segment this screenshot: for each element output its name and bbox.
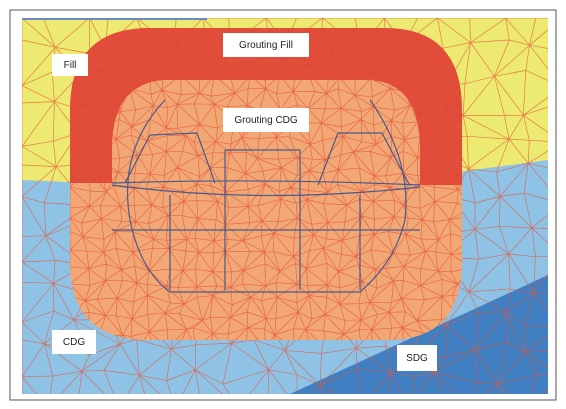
grouting-mesh [70,28,462,340]
grouting-fill-zone [70,28,462,185]
top-edge-strip [22,18,207,20]
label-grouting-fill: Grouting Fill [223,33,309,57]
label-fill: Fill [52,54,88,76]
label-grouting-cdg: Grouting CDG [223,108,309,132]
grouting-cdg-zone [70,80,462,340]
label-cdg: CDG [52,330,96,354]
mesh-lines [70,28,462,340]
tunnel-structure-lines [111,99,421,293]
label-sdg: SDG [397,345,437,371]
